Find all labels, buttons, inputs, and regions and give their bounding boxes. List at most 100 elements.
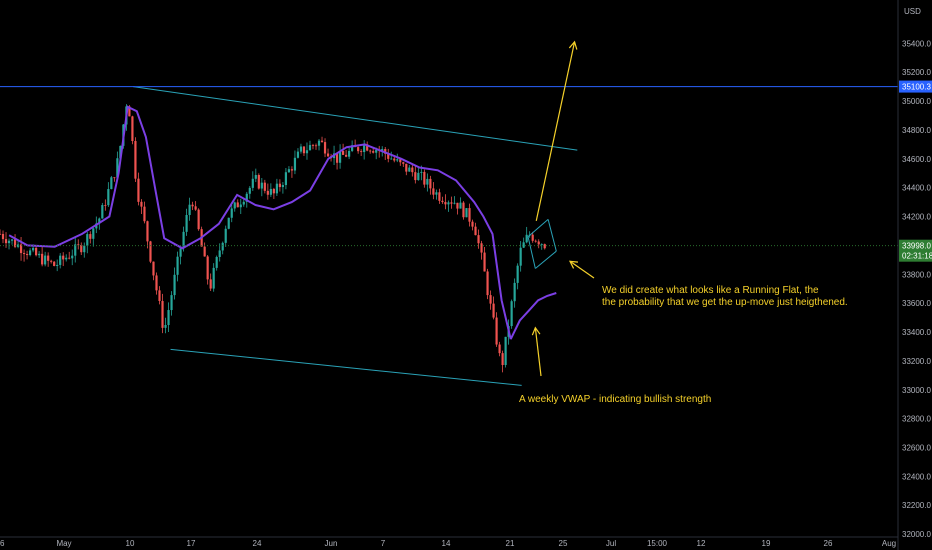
candle-body	[381, 149, 384, 151]
candle-body	[53, 261, 56, 266]
candle-body	[221, 242, 224, 251]
candle-body	[468, 208, 471, 222]
running-flat-note-line1: We did create what looks like a Running …	[602, 285, 819, 296]
candle-body	[299, 146, 303, 152]
y-tick-label: 32000.0	[902, 530, 931, 539]
candle-body	[296, 151, 300, 158]
candle-body	[465, 208, 468, 218]
currency-label: USD	[904, 7, 921, 16]
candle-body	[345, 154, 348, 157]
candle-body	[260, 182, 263, 189]
x-tick-label: 15:00	[647, 539, 668, 548]
candle-body	[236, 202, 239, 208]
candle-body	[293, 157, 297, 171]
x-tick-label: 24	[253, 539, 262, 548]
candle-body	[218, 250, 221, 257]
candle-body	[173, 274, 176, 296]
candle-body	[308, 145, 312, 151]
running-flat-note-line2: the probability that we get the up-move …	[602, 297, 848, 308]
y-tick-label: 33600.0	[902, 299, 931, 308]
candle-body	[477, 235, 480, 244]
candle-body	[224, 228, 227, 243]
x-tick-label: 12	[697, 539, 706, 548]
candle-body	[38, 253, 41, 256]
flat-callout-arrow-head	[568, 260, 579, 269]
candle-body	[317, 140, 321, 146]
candle-body	[203, 246, 206, 257]
candle-body	[537, 241, 540, 245]
x-tick-label: 19	[762, 539, 771, 548]
y-tick-label: 34200.0	[902, 213, 931, 222]
candle-body	[164, 324, 167, 328]
candle-body	[7, 240, 11, 244]
y-tick-label: 34600.0	[902, 155, 931, 164]
candle-body	[302, 146, 306, 154]
candle-body	[447, 202, 450, 205]
candle-body	[191, 204, 194, 207]
candle-body	[131, 116, 134, 142]
projection-arrow-line	[535, 41, 576, 221]
candle-body	[450, 202, 453, 204]
candle-body	[155, 275, 158, 291]
candle-body	[116, 158, 119, 178]
projection-arrow-head	[568, 40, 578, 50]
candle-body	[543, 244, 546, 249]
candle-body	[176, 256, 179, 275]
candle-body	[429, 178, 432, 189]
candle-body	[408, 167, 411, 172]
candle-body	[498, 344, 501, 354]
y-tick-label: 35200.0	[902, 68, 931, 77]
candle-body	[462, 202, 465, 218]
candle-body	[233, 202, 236, 209]
candle-body	[22, 253, 26, 255]
x-tick-label: Jul	[606, 539, 616, 548]
vwap-layer	[8, 105, 557, 340]
candle-body	[284, 172, 288, 186]
candle-body	[384, 149, 387, 154]
weekly-vwap-line	[509, 292, 557, 340]
candle-body	[456, 202, 459, 209]
candle-body	[290, 169, 294, 171]
candle-body	[140, 201, 143, 207]
x-tick-label: 21	[506, 539, 515, 548]
candle-body	[194, 206, 197, 210]
candle-body	[98, 218, 101, 224]
candle-body	[32, 247, 35, 251]
candle-body	[492, 303, 495, 318]
candle-body	[486, 271, 489, 296]
candle-body	[287, 169, 291, 173]
candle-body	[432, 188, 435, 195]
candle-body	[161, 300, 164, 328]
candle-body	[459, 202, 462, 209]
candle-body	[390, 158, 393, 160]
candle-body	[227, 217, 230, 229]
vwap-line	[8, 105, 512, 340]
candle-body	[230, 208, 233, 218]
candle-body	[525, 234, 528, 243]
candle-body	[522, 242, 525, 248]
x-tick-label: 6	[0, 539, 5, 548]
candle-body	[513, 282, 516, 302]
candle-body	[149, 241, 152, 262]
candle-body	[311, 145, 315, 146]
candle-body	[495, 317, 498, 345]
candle-body	[170, 295, 173, 311]
candle-body	[348, 150, 351, 157]
candle-body	[438, 192, 441, 201]
candle-body	[405, 163, 408, 172]
candle-body	[474, 226, 477, 236]
candle-body	[28, 250, 32, 256]
candle-body	[471, 221, 474, 227]
x-tick-label: 14	[442, 539, 451, 548]
candle-body	[245, 193, 248, 202]
candle-body	[278, 183, 281, 188]
candle-body	[504, 336, 507, 366]
candle-body	[239, 204, 242, 208]
candle-body	[393, 158, 396, 161]
candle-body	[10, 239, 14, 241]
candle-body	[426, 178, 429, 185]
candle-body	[326, 153, 330, 157]
candle-body	[179, 248, 182, 257]
